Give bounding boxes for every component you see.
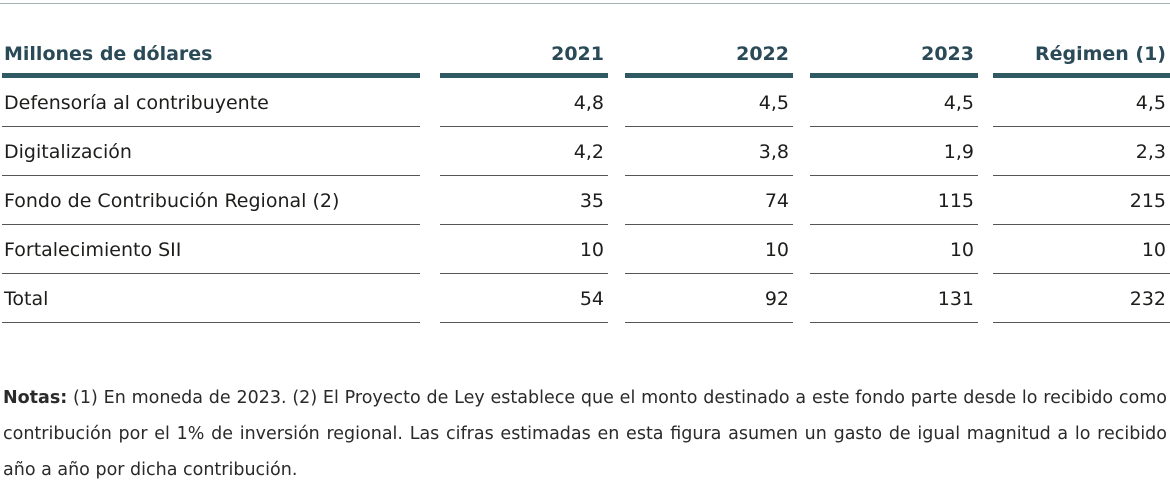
table-row-total: Total 54 92 131 232 bbox=[0, 274, 1170, 323]
cell-2022: 4,5 bbox=[625, 78, 793, 127]
notes-label: Notas: bbox=[3, 387, 68, 408]
header-2022: 2022 bbox=[625, 29, 793, 78]
cell-2022: 3,8 bbox=[625, 127, 793, 176]
cell-2023: 10 bbox=[810, 225, 978, 274]
header-2023: 2023 bbox=[810, 29, 978, 78]
notes-text: (1) En moneda de 2023. (2) El Proyecto d… bbox=[3, 387, 1167, 480]
table-row: Fortalecimiento SII 10 10 10 10 bbox=[0, 225, 1170, 274]
cell-2021: 4,8 bbox=[440, 78, 608, 127]
cell-2022: 10 bbox=[625, 225, 793, 274]
cell-2023: 4,5 bbox=[810, 78, 978, 127]
table-row: Digitalización 4,2 3,8 1,9 2,3 bbox=[0, 127, 1170, 176]
row-label: Total bbox=[2, 274, 420, 323]
table-row: Fondo de Contribución Regional (2) 35 74… bbox=[0, 176, 1170, 225]
header-regimen: Régimen (1) bbox=[993, 29, 1170, 78]
row-label: Fortalecimiento SII bbox=[2, 225, 420, 274]
cell-2021: 35 bbox=[440, 176, 608, 225]
row-label: Fondo de Contribución Regional (2) bbox=[2, 176, 420, 225]
cell-regimen: 215 bbox=[993, 176, 1170, 225]
cell-2023: 131 bbox=[810, 274, 978, 323]
cell-regimen: 4,5 bbox=[993, 78, 1170, 127]
cell-2022: 74 bbox=[625, 176, 793, 225]
top-rule bbox=[0, 3, 1170, 4]
cell-2023: 1,9 bbox=[810, 127, 978, 176]
cell-2021: 10 bbox=[440, 225, 608, 274]
cell-2021: 4,2 bbox=[440, 127, 608, 176]
cell-2021: 54 bbox=[440, 274, 608, 323]
table-header-row: Millones de dólares 2021 2022 2023 Régim… bbox=[0, 29, 1170, 78]
header-units: Millones de dólares bbox=[2, 29, 420, 78]
cell-2022: 92 bbox=[625, 274, 793, 323]
row-label: Defensoría al contribuyente bbox=[2, 78, 420, 127]
cell-2023: 115 bbox=[810, 176, 978, 225]
cell-regimen: 2,3 bbox=[993, 127, 1170, 176]
table-notes: Notas: (1) En moneda de 2023. (2) El Pro… bbox=[3, 380, 1167, 488]
table-row: Defensoría al contribuyente 4,8 4,5 4,5 … bbox=[0, 78, 1170, 127]
cell-regimen: 10 bbox=[993, 225, 1170, 274]
header-2021: 2021 bbox=[440, 29, 608, 78]
cell-regimen: 232 bbox=[993, 274, 1170, 323]
row-label: Digitalización bbox=[2, 127, 420, 176]
